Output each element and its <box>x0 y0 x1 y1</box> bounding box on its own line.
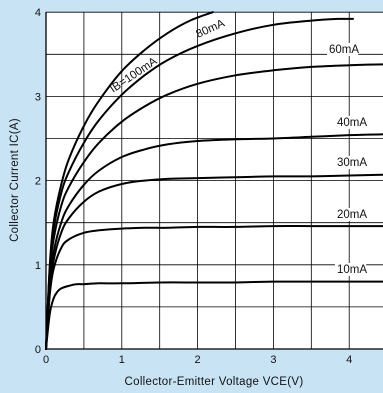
y-tick-label: 4 <box>35 7 41 19</box>
tick-labels: 0 1 2 3 4 0 1 2 3 4 <box>35 7 352 366</box>
curve-label-30ma: 30mA <box>337 157 367 169</box>
series-line-60ma <box>45 63 383 350</box>
axes <box>45 12 383 350</box>
series-group <box>45 11 383 350</box>
x-tick-label: 3 <box>270 354 276 366</box>
series-line-30ma <box>45 173 383 350</box>
y-tick-label: 3 <box>35 91 41 103</box>
series-line-40ma <box>45 133 383 350</box>
curve-label-40ma: 40mA <box>337 117 367 129</box>
x-axis-title: Collector-Emitter Voltage VCE(V) <box>125 376 304 388</box>
curve-label-60ma: 60mA <box>329 44 359 56</box>
y-tick-label: 0 <box>35 344 41 356</box>
x-tick-label: 4 <box>346 354 352 366</box>
series-line-10ma <box>45 280 383 350</box>
x-tick-label: 1 <box>119 354 125 366</box>
curve-label-10ma: 10mA <box>337 264 367 276</box>
x-tick-label: 2 <box>195 354 201 366</box>
series-line-80ma <box>45 17 354 350</box>
curve-label-bg-60ma <box>327 43 359 56</box>
curve-label-bg-40ma <box>335 116 367 129</box>
x-tick-label: 0 <box>43 354 49 366</box>
series-line-20ma <box>45 225 383 350</box>
y-axis-title: Collector Current IC(A) <box>9 118 21 242</box>
curve-label-20ma: 20mA <box>337 209 367 221</box>
curve-label-bg-20ma <box>335 208 367 221</box>
y-tick-label: 2 <box>35 176 41 188</box>
curve-label-bg-10ma <box>335 263 367 276</box>
curve-label-bg-30ma <box>335 156 367 169</box>
grid <box>46 11 383 349</box>
y-tick-label: 1 <box>35 260 41 272</box>
